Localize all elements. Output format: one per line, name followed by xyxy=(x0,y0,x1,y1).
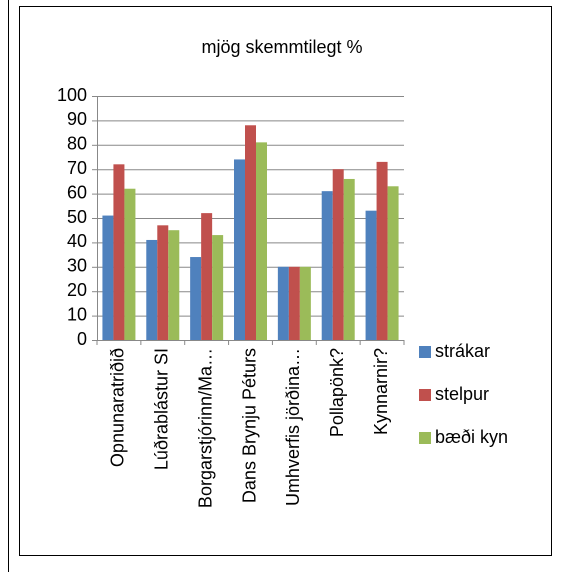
x-tick-label: Kynnarnir? xyxy=(371,348,391,435)
bar xyxy=(387,186,399,340)
bar xyxy=(157,225,169,340)
bar xyxy=(277,266,289,340)
bar xyxy=(343,178,355,340)
y-tick-label: 70 xyxy=(67,158,87,178)
y-tick-label: 100 xyxy=(57,85,87,105)
bar xyxy=(376,161,388,340)
bar xyxy=(332,169,344,340)
bar xyxy=(245,125,256,340)
x-tick-label: Lúðrablástur SI xyxy=(152,348,172,470)
bar xyxy=(234,159,245,340)
x-tick-label: Borgarstjórinn/Ma… xyxy=(195,348,215,508)
bar xyxy=(365,210,377,340)
y-tick-label: 60 xyxy=(67,182,87,202)
x-tick-label: Opnunaratriðið xyxy=(108,348,128,467)
legend-label: stelpur xyxy=(435,384,489,404)
bar xyxy=(190,257,202,340)
bar xyxy=(124,188,136,340)
bar xyxy=(113,164,125,340)
bar xyxy=(256,142,267,340)
legend-swatch xyxy=(419,346,431,358)
legend-label: bæði kyn xyxy=(435,427,508,447)
legend-swatch xyxy=(419,389,431,401)
x-tick-label: Dans Brynju Péturs xyxy=(239,348,259,503)
y-tick-label: 40 xyxy=(67,231,87,251)
legend-label: strákar xyxy=(435,341,490,361)
bar xyxy=(288,266,300,340)
y-tick-label: 0 xyxy=(77,329,87,349)
y-tick-label: 30 xyxy=(67,256,87,276)
bar xyxy=(321,191,333,340)
y-tick-label: 20 xyxy=(67,280,87,300)
chart-title: mjög skemmtilegt % xyxy=(201,37,362,57)
y-tick-label: 90 xyxy=(67,109,87,129)
bar xyxy=(102,215,114,340)
bar xyxy=(212,235,224,340)
x-tick-label: Umhverfis jörðina… xyxy=(283,348,303,506)
y-tick-label: 10 xyxy=(67,304,87,324)
bar xyxy=(201,213,213,340)
y-tick-label: 50 xyxy=(67,207,87,227)
x-tick-label: Pollapönk? xyxy=(327,348,347,437)
bar xyxy=(299,266,311,340)
y-tick-label: 80 xyxy=(67,134,87,154)
bar xyxy=(146,239,158,340)
legend-swatch xyxy=(419,432,431,444)
bar xyxy=(168,230,180,340)
